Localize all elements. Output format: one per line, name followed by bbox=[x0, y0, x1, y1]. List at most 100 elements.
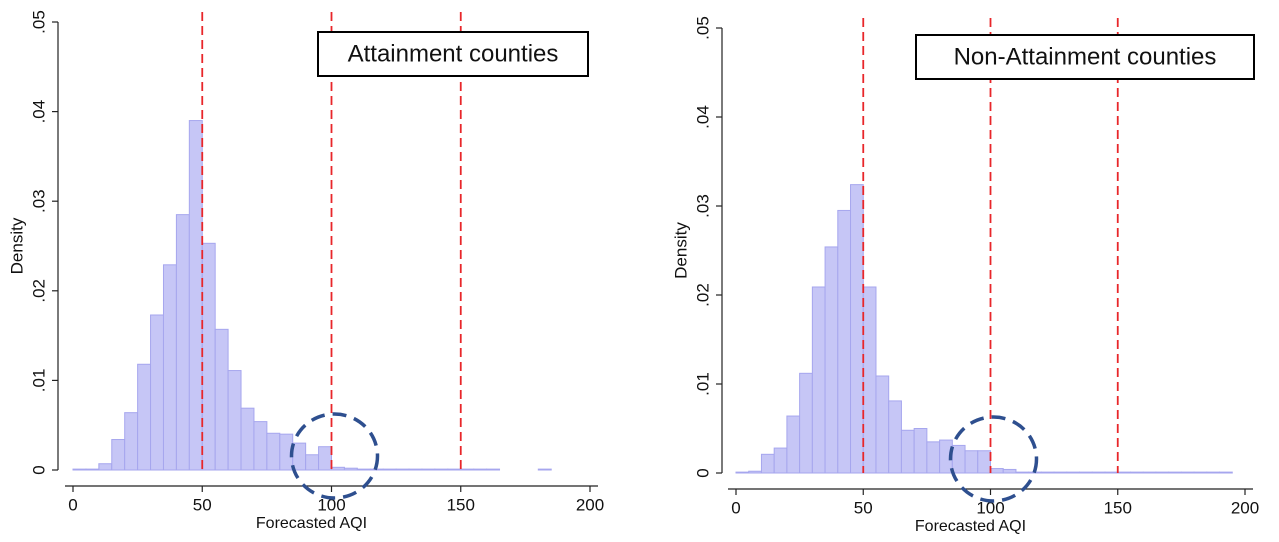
bar bbox=[1040, 471, 1055, 474]
bar bbox=[214, 328, 229, 471]
bar bbox=[434, 468, 449, 471]
x-tick-label: 100 bbox=[317, 495, 345, 514]
bar bbox=[1015, 471, 1030, 474]
bar bbox=[850, 184, 864, 474]
bar bbox=[773, 447, 788, 474]
bar bbox=[162, 264, 177, 471]
bar bbox=[201, 242, 216, 471]
bar bbox=[811, 286, 826, 474]
bar bbox=[305, 454, 320, 471]
x-tick-label: 50 bbox=[193, 495, 212, 514]
bar bbox=[799, 372, 813, 474]
y-tick-label: .04 bbox=[693, 105, 712, 129]
bar bbox=[460, 468, 475, 471]
bar bbox=[473, 468, 488, 471]
bar bbox=[331, 466, 345, 471]
bar bbox=[188, 120, 203, 471]
bar bbox=[292, 442, 307, 471]
bar bbox=[888, 400, 902, 474]
bar bbox=[1104, 471, 1119, 474]
bar bbox=[253, 421, 268, 471]
bar bbox=[1206, 471, 1221, 474]
bar bbox=[824, 246, 839, 474]
bar bbox=[1180, 471, 1195, 474]
y-tick-label: 0 bbox=[29, 465, 48, 474]
bar bbox=[1129, 471, 1144, 474]
x-tick-label: 200 bbox=[576, 495, 604, 514]
highlight-circle bbox=[948, 415, 1039, 503]
bar bbox=[1079, 471, 1093, 474]
bar bbox=[356, 468, 371, 471]
bar bbox=[1117, 471, 1131, 474]
y-tick-label: 0 bbox=[693, 468, 712, 477]
x-tick-label: 0 bbox=[68, 495, 77, 514]
y-tick-label: .03 bbox=[693, 194, 712, 218]
bar bbox=[240, 407, 255, 471]
bar bbox=[343, 467, 358, 471]
bar bbox=[900, 429, 915, 474]
x-axis-label: Forecasted AQI bbox=[256, 515, 367, 532]
bar bbox=[760, 453, 775, 474]
y-tick-label: .01 bbox=[29, 369, 48, 393]
x-tick-label: 100 bbox=[976, 498, 1004, 517]
bar bbox=[421, 468, 436, 471]
bar bbox=[735, 471, 750, 474]
bar bbox=[175, 214, 190, 471]
bar bbox=[137, 363, 152, 471]
highlight-circle bbox=[289, 412, 380, 500]
bar bbox=[447, 468, 462, 471]
annotation-box bbox=[317, 31, 589, 77]
bar bbox=[913, 428, 928, 474]
bar bbox=[926, 441, 941, 474]
bar bbox=[150, 314, 164, 471]
x-tick-label: 150 bbox=[1104, 498, 1132, 517]
y-axis-label: Density bbox=[671, 222, 690, 279]
y-tick-label: .02 bbox=[693, 283, 712, 307]
y-tick-label: .04 bbox=[29, 100, 48, 124]
bar bbox=[1193, 471, 1208, 474]
bar bbox=[85, 468, 100, 471]
annotation: Attainment counties bbox=[348, 40, 559, 67]
bar bbox=[748, 470, 762, 474]
bar bbox=[382, 468, 397, 471]
y-tick-label: .02 bbox=[29, 279, 48, 303]
bar bbox=[951, 444, 966, 474]
bar bbox=[1219, 471, 1233, 474]
bar bbox=[875, 375, 890, 474]
y-axis-label: Density bbox=[7, 217, 26, 274]
bar bbox=[1091, 471, 1106, 474]
bar bbox=[1168, 471, 1182, 474]
bar bbox=[124, 412, 139, 471]
bar bbox=[266, 432, 281, 471]
bar bbox=[227, 370, 242, 471]
bar bbox=[964, 450, 979, 474]
y-tick-label: .01 bbox=[693, 372, 712, 396]
bar bbox=[1053, 471, 1068, 474]
x-tick-label: 0 bbox=[731, 498, 740, 517]
bar bbox=[318, 446, 333, 471]
bar bbox=[395, 468, 410, 471]
y-tick-label: .05 bbox=[29, 10, 48, 34]
annotation: Non-Attainment counties bbox=[954, 43, 1217, 70]
bar bbox=[977, 450, 992, 474]
x-tick-label: 150 bbox=[447, 495, 475, 514]
y-tick-label: .05 bbox=[693, 16, 712, 40]
bar bbox=[1002, 468, 1017, 474]
bar bbox=[72, 468, 87, 471]
annotation-box bbox=[915, 34, 1255, 80]
x-tick-label: 200 bbox=[1231, 498, 1259, 517]
x-tick-label: 50 bbox=[854, 498, 873, 517]
bar bbox=[408, 468, 423, 471]
bar bbox=[111, 439, 126, 471]
bar bbox=[837, 209, 852, 474]
bar bbox=[1066, 471, 1081, 474]
bar bbox=[98, 463, 113, 471]
bar bbox=[1155, 471, 1170, 474]
x-axis-label: Forecasted AQI bbox=[915, 518, 1026, 535]
bar bbox=[990, 468, 1004, 474]
y-tick-label: .03 bbox=[29, 189, 48, 213]
bar bbox=[537, 468, 552, 471]
bar bbox=[1142, 471, 1157, 474]
bar bbox=[486, 468, 501, 471]
